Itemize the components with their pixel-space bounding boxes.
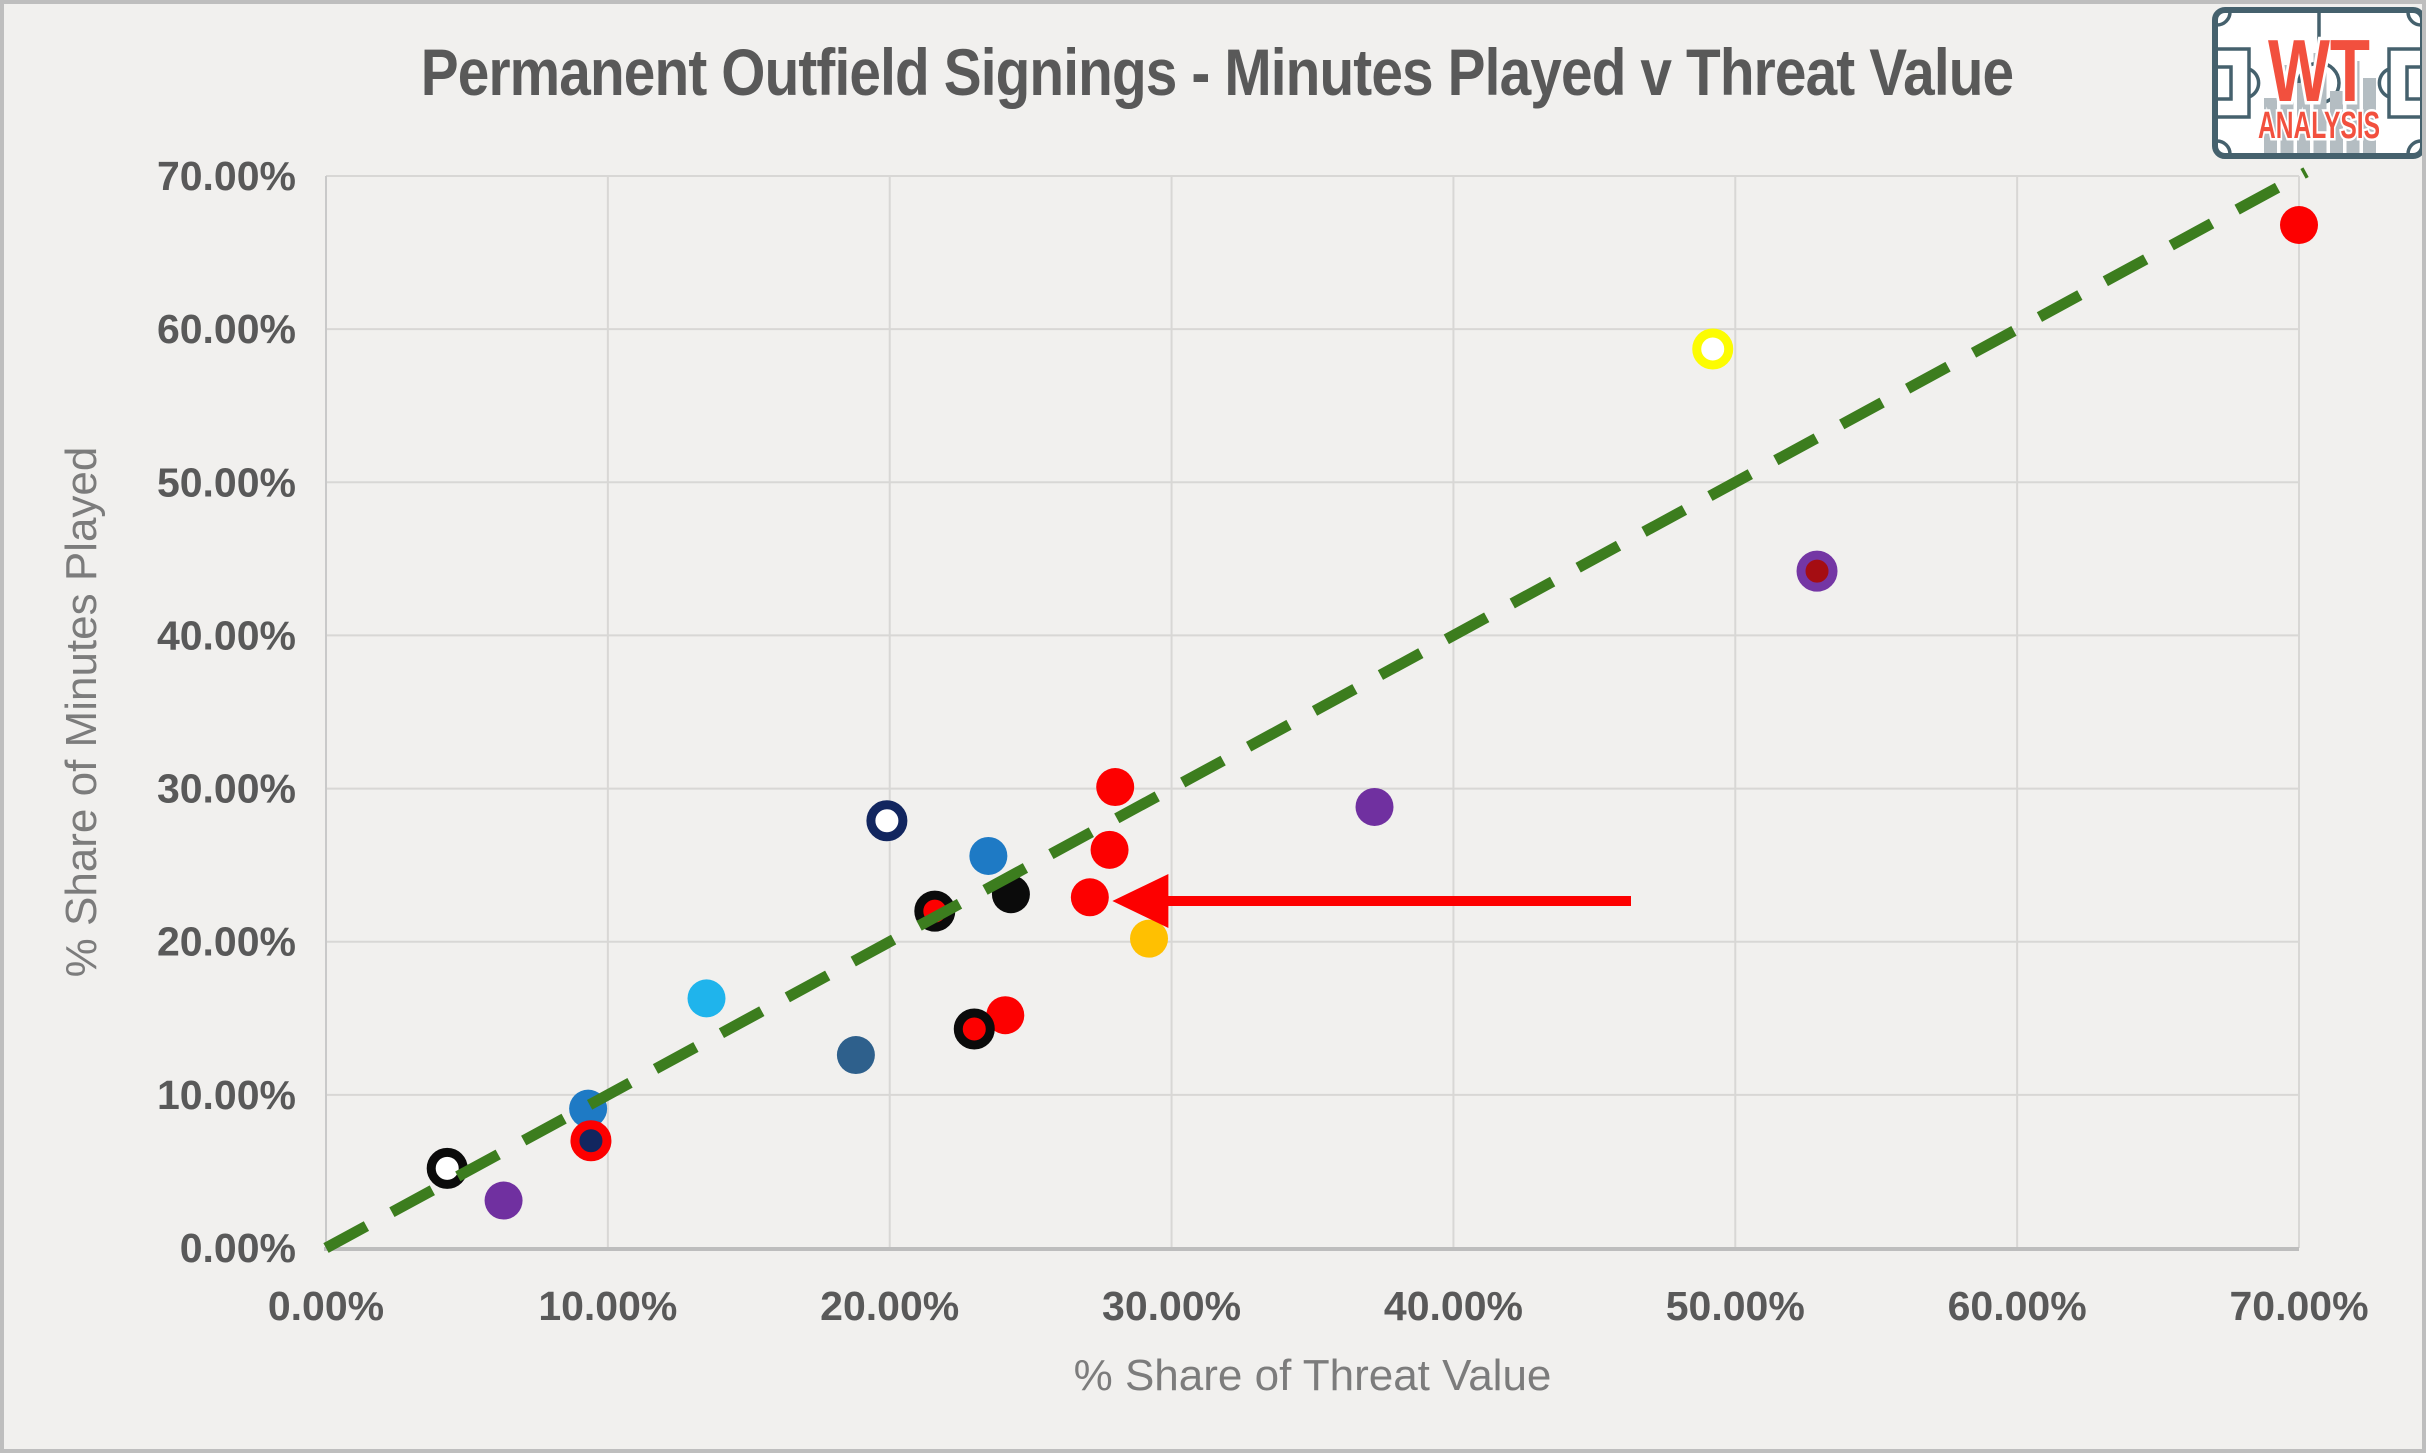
data-point: [866, 800, 908, 842]
wt-analysis-logo: WT ANALYSIS: [2212, 7, 2422, 159]
x-axis-title: % Share of Threat Value: [1074, 1351, 1552, 1400]
chart-title: Permanent Outfield Signings - Minutes Pl…: [420, 35, 2014, 109]
data-point: [969, 836, 1008, 875]
y-tick-label: 20.00%: [157, 919, 296, 965]
x-tick-label: 60.00%: [1948, 1283, 2087, 1329]
y-tick-label: 40.00%: [157, 612, 296, 658]
logo-wordmark-wt: WT: [2268, 21, 2370, 120]
x-tick-label: 40.00%: [1384, 1283, 1523, 1329]
data-point: [953, 1008, 995, 1050]
parity-reference-line: [323, 167, 2309, 1253]
data-point: [986, 996, 1025, 1035]
data-point: [1130, 919, 1169, 958]
data-point: [1355, 787, 1394, 826]
data-point: [1692, 328, 1734, 370]
data-point: [1070, 878, 1109, 917]
y-tick-label: 60.00%: [157, 306, 296, 352]
data-point: [426, 1147, 468, 1189]
data-point: [484, 1181, 523, 1220]
y-tick-label: 0.00%: [180, 1225, 296, 1271]
x-tick-label: 10.00%: [538, 1283, 677, 1329]
logo-bars: [2264, 53, 2376, 153]
data-point: [570, 1120, 612, 1162]
annotation-arrow-head: [1112, 873, 1169, 928]
y-axis-title: % Share of Minutes Played: [57, 447, 106, 978]
logo-wordmark-analysis: ANALYSIS: [2258, 105, 2380, 147]
x-tick-label: 30.00%: [1102, 1283, 1241, 1329]
x-tick-label: 50.00%: [1666, 1283, 1805, 1329]
y-tick-label: 30.00%: [157, 766, 296, 812]
data-point: [1096, 768, 1135, 807]
data-point: [2280, 206, 2318, 245]
x-tick-label: 70.00%: [2229, 1283, 2368, 1329]
y-tick-label: 50.00%: [157, 459, 296, 505]
y-tick-label: 10.00%: [157, 1072, 296, 1118]
x-tick-label: 20.00%: [820, 1283, 959, 1329]
data-point: [687, 979, 726, 1018]
scatter-plot: 0.00% 10.00% 20.00% 30.00% 40.00% 50.00% 60.00…: [57, 153, 2369, 1400]
y-tick-label: 70.00%: [157, 153, 296, 199]
data-point: [836, 1036, 875, 1075]
x-tick-label: 0.00%: [268, 1283, 384, 1329]
data-point: [1090, 830, 1129, 869]
data-point: [1796, 550, 1838, 592]
